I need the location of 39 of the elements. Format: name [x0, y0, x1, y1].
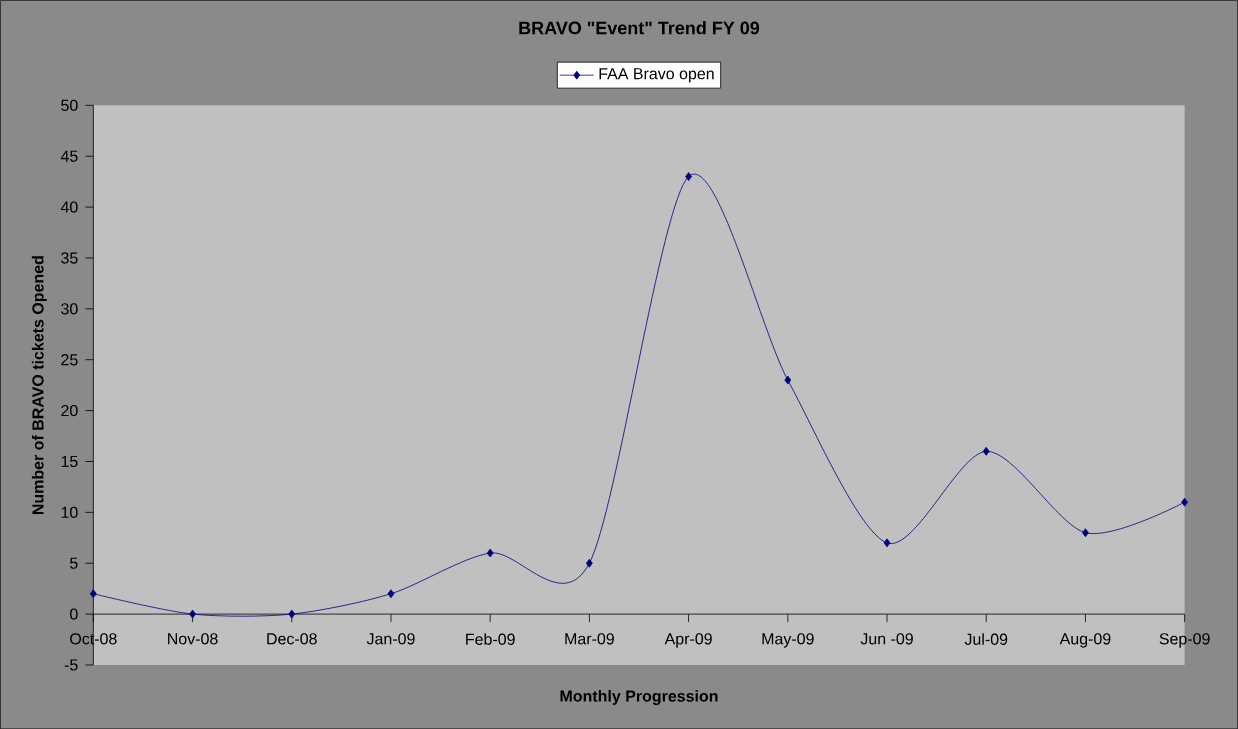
point — [784, 375, 792, 385]
y-tick-label: 10 — [61, 506, 78, 518]
point — [585, 558, 593, 568]
x-tick-label: Jun -09 — [860, 633, 913, 645]
point — [387, 589, 395, 598]
legend-label: FAA Bravo open — [599, 68, 714, 83]
point — [1082, 528, 1089, 537]
y-tick-label: 25 — [61, 353, 78, 366]
y-tick-label: 45 — [60, 150, 78, 162]
point — [685, 172, 692, 181]
x-tick-label: Mar-09 — [565, 633, 614, 645]
x-tick-label: Nov-08 — [168, 633, 218, 645]
x-tick-label: Aug-09 — [1059, 633, 1111, 648]
x-tick-label: Jan-09 — [366, 633, 415, 645]
x-tick-label: Dec-08 — [267, 633, 317, 645]
x-axis-title: Monthly Progression — [560, 689, 718, 705]
y-tick-label: 20 — [61, 404, 78, 417]
x-tick-label: Feb-09 — [466, 632, 515, 645]
y-tick-label: 0 — [70, 608, 78, 620]
point — [1181, 497, 1189, 507]
point — [486, 548, 494, 558]
y-tick-label: 30 — [61, 303, 78, 315]
y-tick-label: 5 — [70, 557, 78, 569]
y-tick-label: 40 — [60, 201, 78, 213]
y-tick-label: 35 — [61, 252, 78, 264]
point — [189, 609, 196, 619]
y-axis-title: Number of BRAVO tickets Opened — [31, 256, 47, 514]
x-tick-label: May-09 — [762, 633, 814, 648]
point — [883, 538, 891, 548]
y-tick-label: 15 — [61, 455, 78, 467]
point — [288, 609, 296, 619]
x-tick-label: Jul-09 — [964, 632, 1008, 645]
y-tick-label: -5 — [64, 659, 78, 671]
x-tick-label: Sep-09 — [1159, 633, 1210, 648]
y-tick-label: 50 — [61, 99, 78, 111]
point — [982, 446, 990, 456]
x-tick-label: Apr-09 — [664, 633, 712, 648]
chart-title: BRAVO "Event" Trend FY 09 — [519, 20, 760, 35]
point — [89, 589, 97, 598]
